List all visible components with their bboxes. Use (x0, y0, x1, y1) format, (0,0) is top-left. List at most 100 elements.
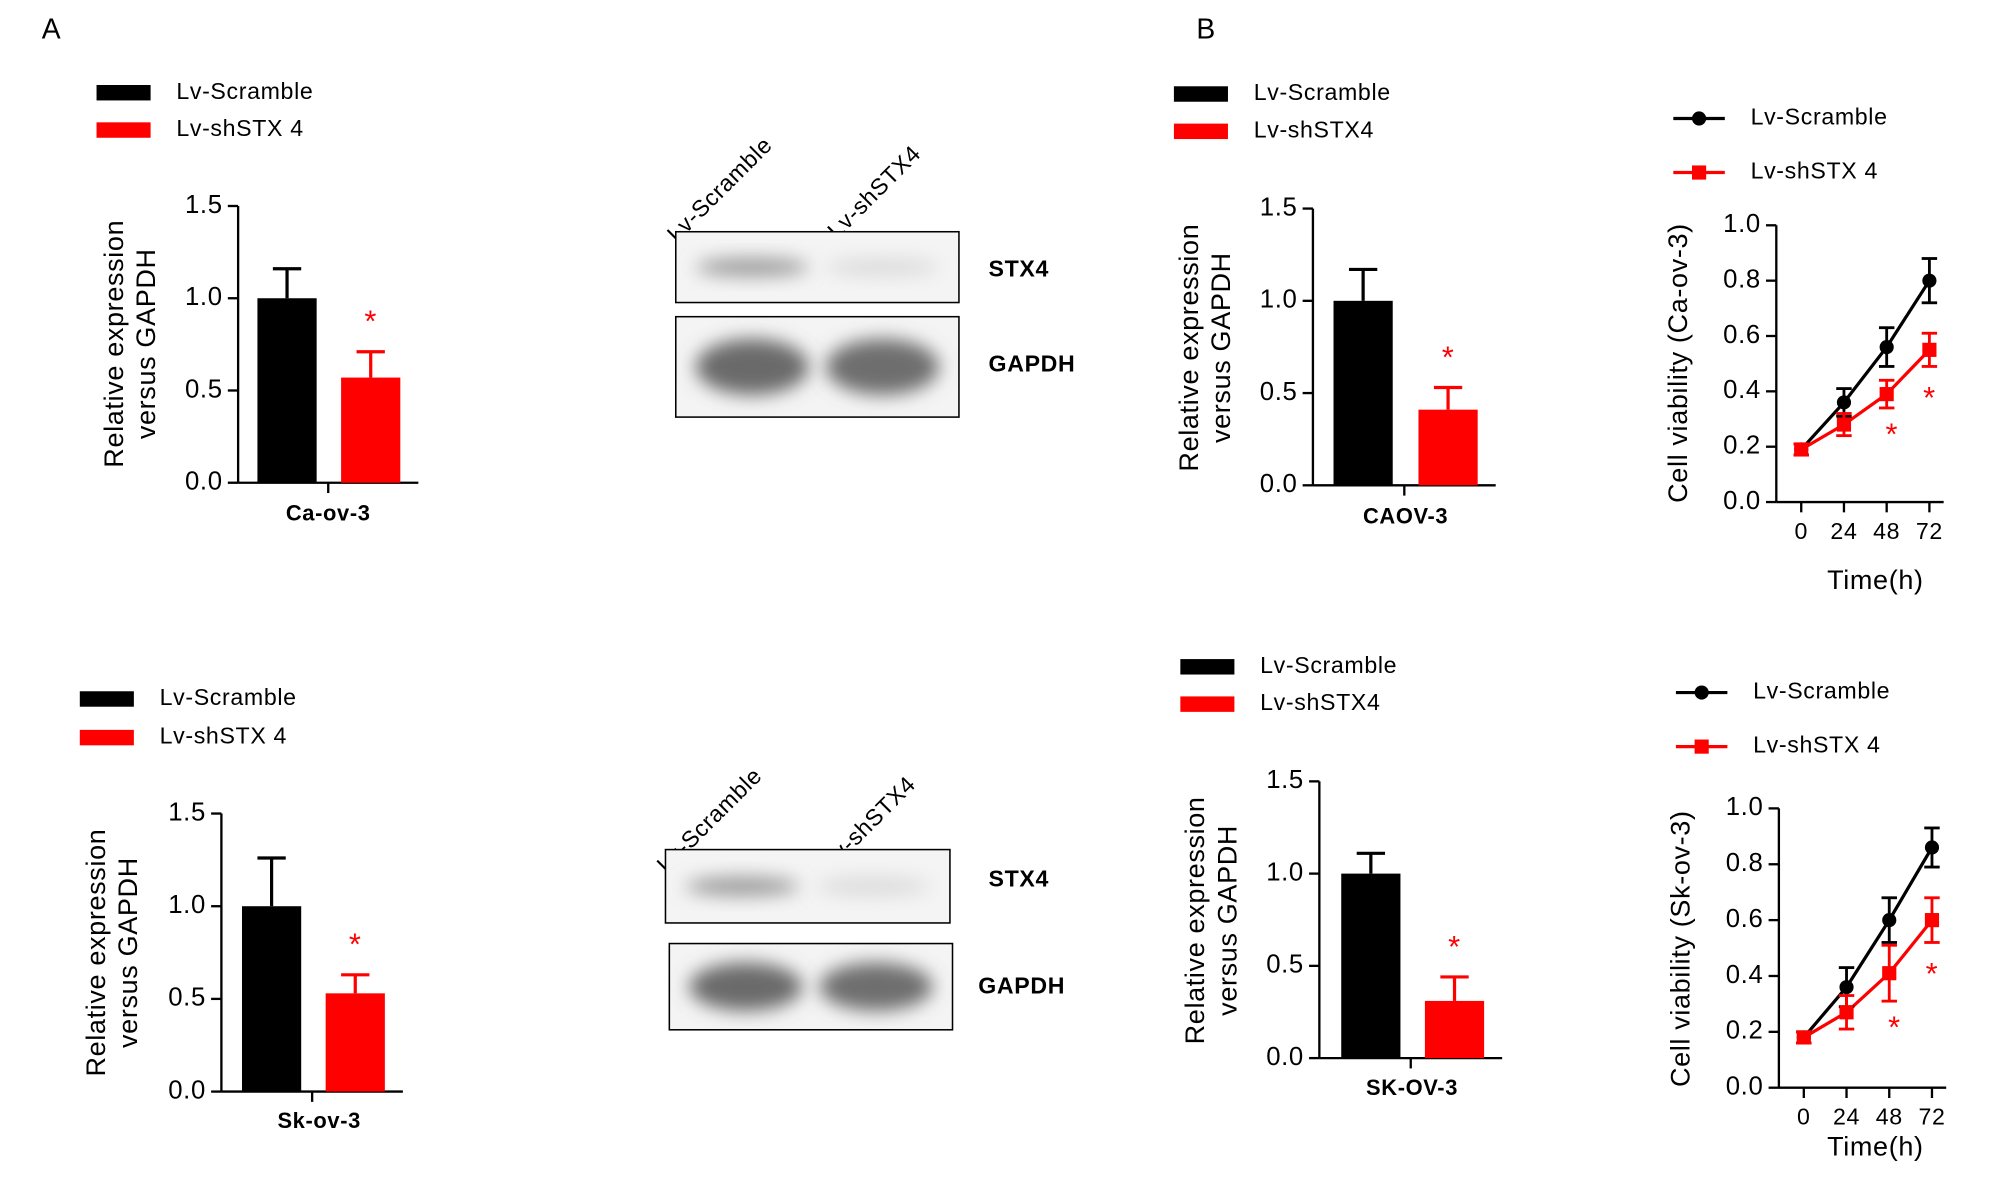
series-line (1800, 348, 1931, 451)
legend-swatch (1173, 123, 1228, 140)
significance-mark: * (1885, 416, 1898, 451)
marker (1836, 417, 1852, 432)
x-tick-label: 72 (1916, 518, 1943, 544)
marker (1924, 840, 1940, 855)
series-line (1800, 279, 1931, 451)
series-line (1802, 919, 1934, 1039)
band-label: GAPDH (978, 972, 1065, 998)
significance-mark: * (364, 304, 377, 339)
y-axis-label: versus GAPDH (131, 248, 161, 439)
y-tick-label: 0.8 (1726, 849, 1764, 877)
x-tick-label: 72 (1918, 1104, 1945, 1130)
legend-marker (1691, 165, 1707, 180)
bar (1333, 300, 1393, 486)
marker (1882, 966, 1897, 981)
y-tick-label: 0.6 (1726, 905, 1764, 933)
bar (257, 298, 317, 483)
band-label: STX4 (989, 866, 1050, 892)
marker (1922, 342, 1937, 357)
x-tick-label: Ca-ov-3 (286, 501, 371, 526)
y-tick-label: 0.2 (1726, 1017, 1764, 1045)
x-tick-label: SK-OV-3 (1366, 1075, 1458, 1100)
legend-swatch (96, 85, 151, 101)
blot-band (825, 338, 940, 396)
legend-label: Lv-shSTX4 (1254, 116, 1374, 142)
blot-band (695, 338, 809, 396)
bar (325, 993, 385, 1092)
y-axis-label: Relative expression (1180, 796, 1210, 1044)
marker (1882, 913, 1897, 928)
marker (1794, 442, 1809, 457)
y-axis-label: versus GAPDH (1212, 825, 1242, 1016)
legend-label: Lv-Scramble (176, 78, 313, 104)
y-axis-label: Cell viability (Ca-ov-3) (1663, 223, 1693, 503)
bar (241, 906, 302, 1092)
x-tick-label: Sk-ov-3 (277, 1108, 361, 1133)
band-label: STX4 (989, 255, 1050, 281)
x-tick-label: 24 (1830, 518, 1857, 544)
blot-band (695, 257, 809, 277)
blot-band (816, 876, 931, 896)
legend-label: Lv-Scramble (1260, 652, 1397, 678)
significance-mark: * (1923, 380, 1936, 415)
x-tick-label: 48 (1876, 1104, 1903, 1130)
x-axis-label: Time(h) (1827, 565, 1924, 595)
y-axis-label: Relative expression (1174, 224, 1204, 472)
legend-swatch (1173, 86, 1228, 102)
blot-band (819, 962, 933, 1011)
significance-mark: * (1442, 339, 1455, 374)
y-tick-label: 0.6 (1723, 321, 1761, 349)
marker (1836, 395, 1852, 410)
marker (1796, 1030, 1811, 1045)
legend-marker (1694, 739, 1709, 754)
bar (1418, 409, 1478, 486)
y-axis-label: versus GAPDH (113, 857, 143, 1048)
legend-marker (1691, 111, 1707, 126)
x-tick-label: 24 (1833, 1104, 1860, 1130)
legend-label: Lv-shSTX 4 (1753, 732, 1880, 758)
blot-band (685, 876, 800, 896)
legend-label: Lv-shSTX4 (1260, 689, 1380, 715)
y-tick-label: 1.5 (185, 191, 223, 219)
legend-swatch (1180, 659, 1235, 675)
legend-swatch (1180, 696, 1235, 712)
y-tick-label: 0.0 (1726, 1073, 1764, 1101)
x-tick-label: 0 (1794, 518, 1808, 544)
y-tick-label: 0.5 (1266, 951, 1304, 979)
y-tick-label: 0.5 (1260, 378, 1298, 406)
legend-label: Lv-Scramble (160, 684, 297, 710)
marker (1839, 1005, 1854, 1020)
series-line (1802, 846, 1934, 1039)
blot-band (825, 257, 940, 277)
significance-mark: * (1448, 929, 1461, 964)
legend-label: Lv-shSTX 4 (176, 115, 303, 141)
y-tick-label: 0.0 (185, 468, 223, 496)
bar (1341, 873, 1401, 1059)
marker (1879, 387, 1894, 402)
band-label: GAPDH (989, 351, 1076, 377)
x-tick-label: CAOV-3 (1363, 503, 1448, 528)
y-tick-label: 1.5 (168, 798, 206, 826)
panel-label: B (1196, 12, 1216, 44)
y-tick-label: 0.0 (1723, 487, 1761, 515)
y-axis-label: Cell viability (Sk-ov-3) (1665, 810, 1695, 1087)
legend-swatch (96, 122, 151, 138)
bar (1424, 1000, 1485, 1059)
y-tick-label: 0.0 (168, 1076, 206, 1104)
y-tick-label: 0.4 (1726, 961, 1764, 989)
y-tick-label: 0.4 (1723, 376, 1761, 404)
legend-label: Lv-Scramble (1254, 79, 1391, 105)
legend-marker (1694, 685, 1709, 700)
x-tick-label: 0 (1797, 1104, 1811, 1130)
x-axis-label: Time(h) (1827, 1131, 1924, 1161)
y-tick-label: 0.2 (1723, 431, 1761, 459)
legend-swatch (79, 691, 134, 707)
significance-mark: * (1926, 956, 1939, 991)
marker (1879, 339, 1894, 355)
y-tick-label: 1.5 (1260, 193, 1298, 221)
y-tick-label: 1.0 (1723, 210, 1761, 238)
y-tick-label: 0.0 (1260, 470, 1298, 498)
y-tick-label: 1.0 (185, 283, 223, 311)
